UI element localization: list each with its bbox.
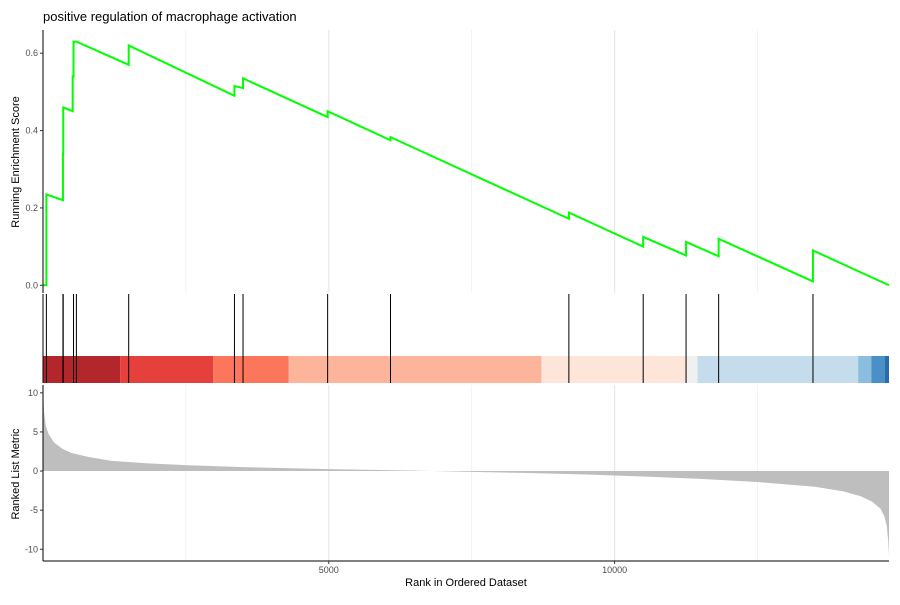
rank-color-band	[213, 356, 289, 383]
enrichment-y-tick-label: 0.0	[25, 280, 38, 290]
enrichment-y-tick-label: 0.6	[25, 48, 38, 58]
enrichment-y-tick-label: 0.2	[25, 203, 38, 213]
rank-color-band	[43, 356, 121, 383]
ranked-y-tick-label: 10	[28, 388, 38, 398]
rank-color-band	[858, 356, 872, 383]
ranked-y-tick-label: 5	[33, 427, 38, 437]
ranked-y-axis-title: Ranked List Metric	[10, 428, 22, 520]
chart-title: positive regulation of macrophage activa…	[43, 9, 297, 24]
running-enrichment-score-line	[43, 40, 890, 287]
rank-color-band	[871, 356, 885, 383]
ranked-list-metric-area	[43, 388, 889, 556]
ranked-y-ticks: -10 -5 0 5 10	[25, 388, 43, 554]
rank-color-band	[541, 356, 688, 383]
rank-color-band	[120, 356, 214, 383]
x-tick-label: 5000	[319, 565, 339, 575]
enrichment-y-tick-label: 0.4	[25, 126, 38, 136]
x-axis-title: Rank in Ordered Dataset	[405, 577, 527, 589]
enrichment-gridlines	[185, 30, 758, 293]
gene-hit-marks	[45, 294, 814, 383]
ranked-y-tick-label: -5	[30, 505, 38, 515]
rank-color-bands	[43, 356, 889, 383]
rank-color-band	[884, 356, 889, 383]
rank-color-band	[288, 356, 542, 383]
enrichment-y-axis-title: Running Enrichment Score	[10, 96, 22, 227]
x-ticks: 5000 10000	[319, 561, 627, 575]
rank-color-band	[697, 356, 859, 383]
x-tick-label: 10000	[602, 565, 627, 575]
rank-color-band	[687, 356, 698, 383]
ranked-y-tick-label: -10	[25, 544, 38, 554]
ranked-y-tick-label: 0	[33, 466, 38, 476]
enrichment-y-ticks: 0.0 0.2 0.4 0.6	[25, 48, 43, 290]
